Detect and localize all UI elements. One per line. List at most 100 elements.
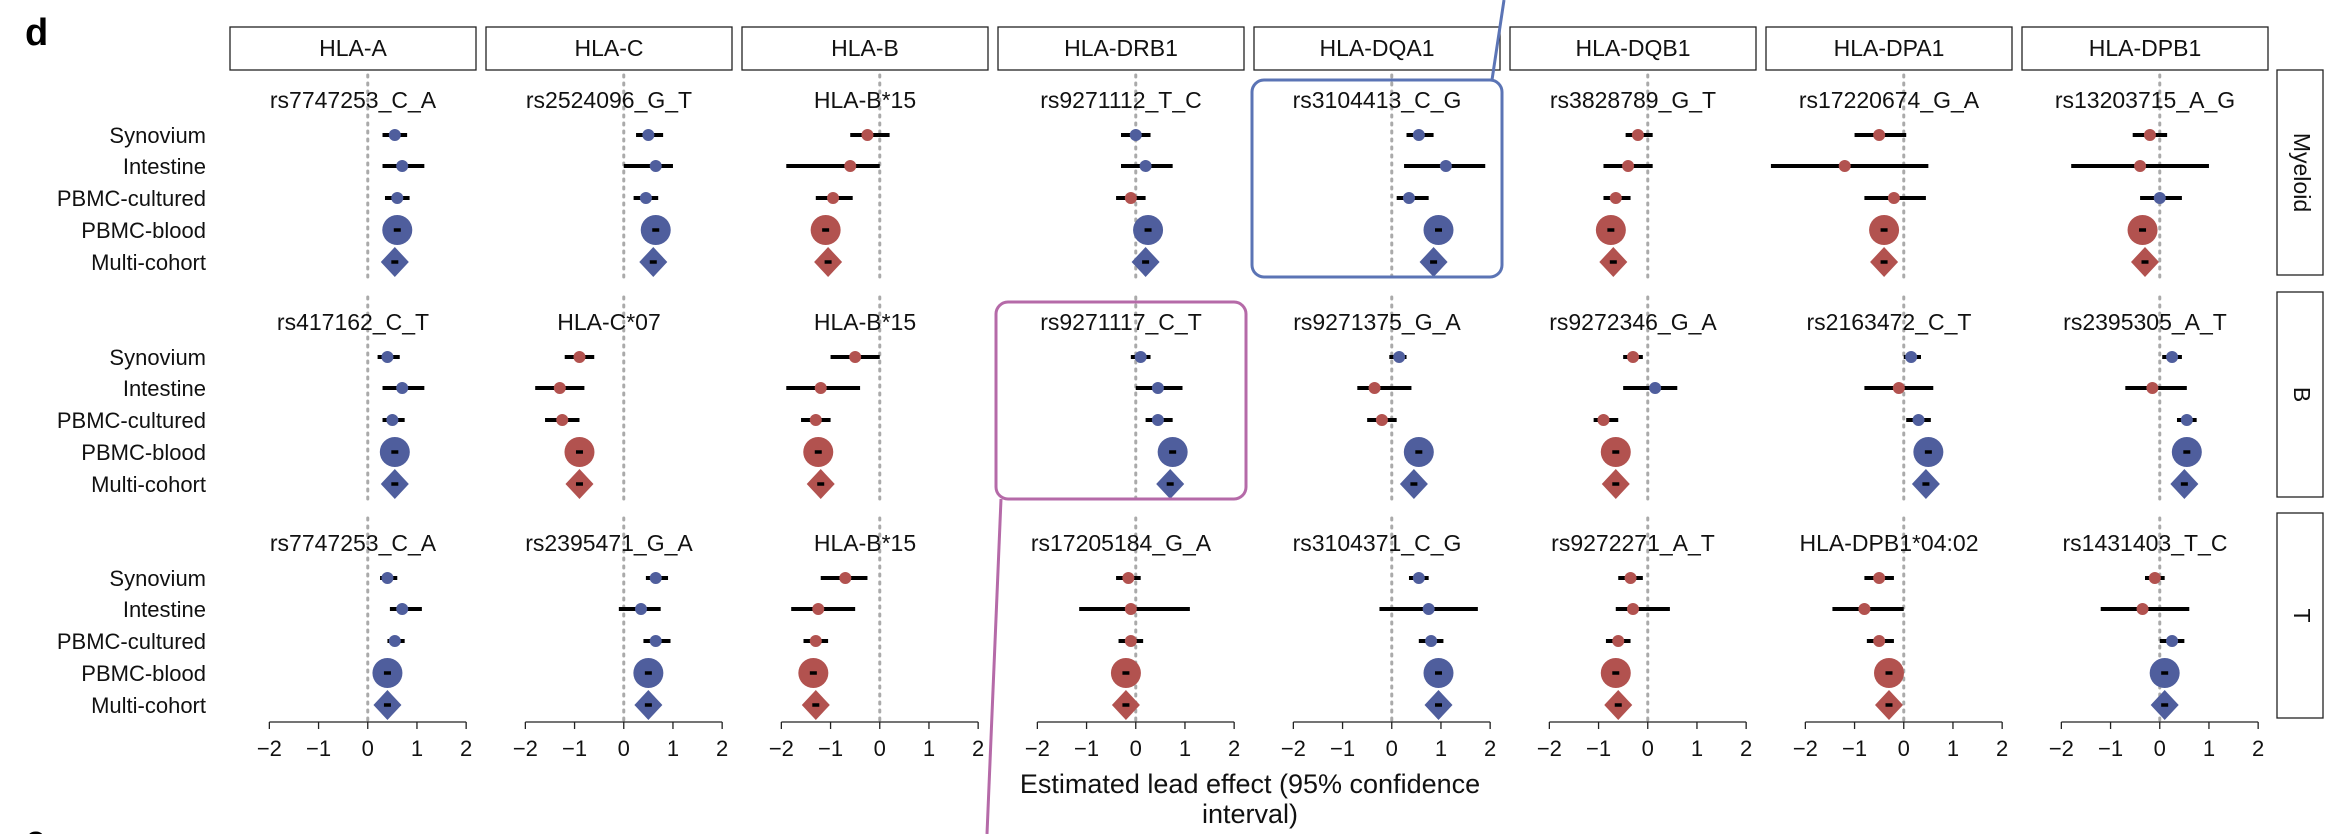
- x-tick-label: 2: [2252, 736, 2264, 761]
- variant-label: HLA-B*15: [814, 309, 916, 335]
- cohort-label: PBMC-blood: [81, 661, 206, 686]
- point-estimate: [2166, 351, 2179, 363]
- variant-label: rs3104413_C_G: [1293, 87, 1462, 113]
- x-tick-label: −2: [769, 736, 794, 761]
- point-estimate: [1631, 129, 1644, 141]
- variant-label: rs17205184_G_A: [1031, 530, 1212, 556]
- variant-label: rs9272346_G_A: [1549, 309, 1717, 335]
- gene-strip-label: HLA-DQA1: [1319, 35, 1434, 61]
- point-estimate: [2166, 635, 2179, 647]
- cohort-label: Intestine: [123, 154, 206, 179]
- point-estimate: [1124, 603, 1137, 615]
- x-tick-label: −2: [1025, 736, 1050, 761]
- gene-strip: [485, 26, 733, 71]
- variant-label: rs9271112_T_C: [1040, 87, 1202, 113]
- x-tick-label: 0: [2154, 736, 2166, 761]
- x-tick-label: 2: [972, 736, 984, 761]
- point-estimate: [809, 635, 822, 647]
- point-estimate: [573, 351, 586, 363]
- point-estimate: [1151, 382, 1164, 394]
- point-estimate: [556, 414, 569, 426]
- x-tick-label: 1: [1947, 736, 1959, 761]
- x-tick-label: 1: [2203, 736, 2215, 761]
- point-estimate: [1627, 603, 1639, 615]
- cohort-label: PBMC-blood: [81, 218, 206, 243]
- cohort-label: Multi-cohort: [91, 693, 206, 718]
- point-estimate: [2148, 572, 2161, 584]
- point-estimate: [812, 603, 825, 615]
- point-estimate: [634, 603, 647, 615]
- point-estimate: [2153, 192, 2166, 204]
- gene-strip-label: HLA-A: [319, 35, 387, 61]
- point-estimate: [553, 382, 566, 394]
- point-estimate: [849, 351, 862, 363]
- x-tick-label: 2: [1996, 736, 2008, 761]
- point-estimate: [1122, 572, 1135, 584]
- x-tick-label: 1: [1691, 736, 1703, 761]
- point-estimate: [1609, 192, 1622, 204]
- point-estimate: [1393, 351, 1406, 363]
- cohort-label: PBMC-blood: [81, 440, 206, 465]
- point-estimate: [1873, 129, 1886, 141]
- x-tick-label: −1: [818, 736, 843, 761]
- x-tick-label: 0: [1386, 736, 1398, 761]
- variant-label: rs7747253_C_A: [270, 87, 437, 113]
- gene-strip: [1253, 26, 1501, 71]
- variant-label: rs1431403_T_C: [2063, 530, 2228, 556]
- point-estimate: [396, 382, 409, 394]
- cohort-label: PBMC-cultured: [57, 186, 206, 211]
- point-estimate: [1624, 572, 1637, 584]
- highlight-box: [994, 300, 1248, 501]
- variant-label: rs2395471_G_A: [525, 530, 693, 556]
- point-estimate: [639, 192, 652, 204]
- variant-label: rs2524096_G_T: [526, 87, 692, 113]
- x-tick-label: 2: [1228, 736, 1240, 761]
- x-tick-label: 0: [618, 736, 630, 761]
- point-estimate: [1439, 160, 1452, 172]
- celltype-strip: [2276, 69, 2324, 276]
- point-estimate: [1134, 351, 1147, 363]
- point-estimate: [1124, 192, 1137, 204]
- x-tick-label: 2: [1484, 736, 1496, 761]
- point-estimate: [1412, 572, 1425, 584]
- x-tick-label: −1: [1074, 736, 1099, 761]
- point-estimate: [1124, 635, 1137, 647]
- point-estimate: [2136, 603, 2149, 615]
- point-estimate: [1858, 603, 1871, 615]
- point-estimate: [1622, 160, 1635, 172]
- point-estimate: [1402, 192, 1415, 204]
- x-tick-label: −1: [562, 736, 587, 761]
- point-estimate: [1422, 603, 1435, 615]
- cohort-label: Intestine: [123, 376, 206, 401]
- variant-label: rs9272271_A_T: [1551, 530, 1715, 556]
- point-estimate: [2146, 382, 2159, 394]
- gene-strip-label: HLA-DRB1: [1064, 35, 1178, 61]
- celltype-strip: [2276, 512, 2324, 719]
- point-estimate: [1425, 635, 1438, 647]
- cohort-label: Synovium: [109, 345, 206, 370]
- x-tick-label: 1: [411, 736, 423, 761]
- cohort-label: Synovium: [109, 566, 206, 591]
- x-tick-label: 0: [362, 736, 374, 761]
- gene-strip-label: HLA-DPB1: [2089, 35, 2201, 61]
- point-estimate: [1375, 414, 1388, 426]
- variant-label: rs3828789_G_T: [1550, 87, 1716, 113]
- gene-strip: [997, 26, 1245, 71]
- variant-label: HLA-B*15: [814, 87, 916, 113]
- point-estimate: [1912, 414, 1925, 426]
- point-estimate: [1368, 382, 1381, 394]
- variant-label: HLA-C*07: [557, 309, 661, 335]
- gene-strip-label: HLA-C: [574, 35, 643, 61]
- gene-strip-label: HLA-B: [831, 35, 899, 61]
- celltype-strip-label: T: [2289, 608, 2315, 622]
- x-tick-label: −2: [2049, 736, 2074, 761]
- point-estimate: [844, 160, 857, 172]
- highlight-box: [1250, 78, 1504, 279]
- x-tick-label: −2: [513, 736, 538, 761]
- point-estimate: [1627, 351, 1639, 363]
- variant-label: rs13203715_A_G: [2055, 87, 2235, 113]
- point-estimate: [1649, 382, 1662, 394]
- point-estimate: [1838, 160, 1851, 172]
- point-estimate: [649, 160, 662, 172]
- point-estimate: [809, 414, 822, 426]
